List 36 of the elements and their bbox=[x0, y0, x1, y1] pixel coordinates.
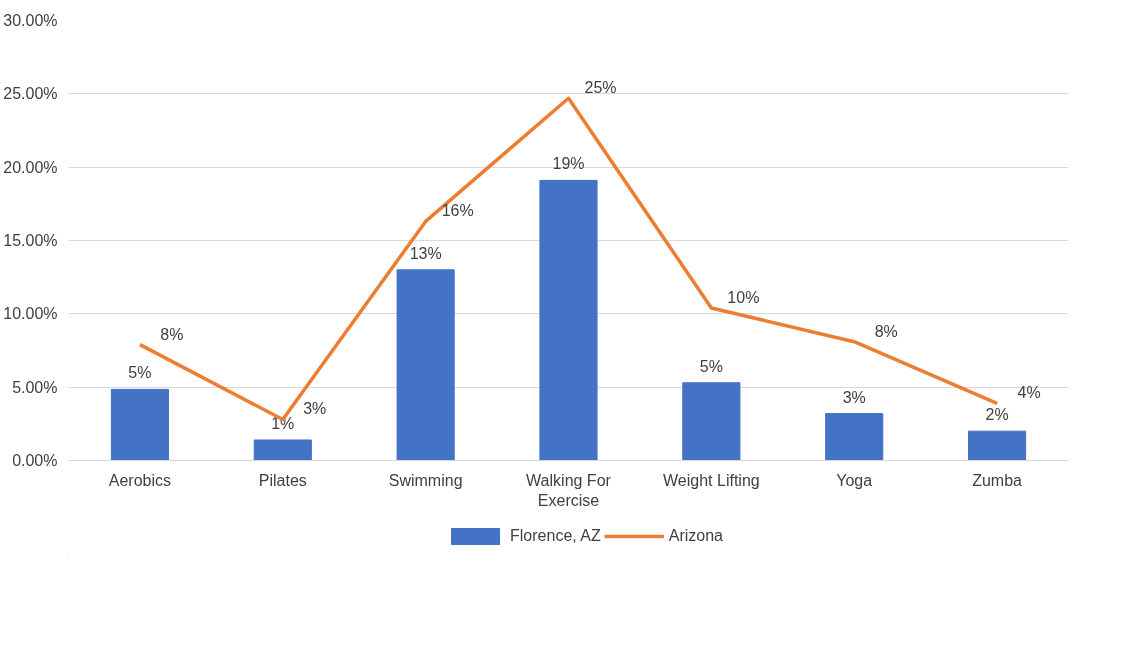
data-label: 2% bbox=[985, 406, 1009, 424]
data-label: 3% bbox=[303, 400, 327, 418]
y-tick-label: 30.00% bbox=[3, 12, 58, 29]
x-tick-label: Pilates bbox=[258, 471, 307, 489]
data-label: 8% bbox=[160, 325, 184, 343]
x-tick-label: Weight Lifting bbox=[663, 471, 760, 489]
y-tick-label: 20.00% bbox=[3, 158, 58, 176]
bar bbox=[825, 413, 884, 461]
data-label: 13% bbox=[409, 244, 442, 262]
y-tick-label: 15.00% bbox=[3, 232, 58, 249]
legend-label: Arizona bbox=[668, 527, 723, 545]
x-tick-label: Yoga bbox=[836, 471, 873, 489]
x-tick-label: Zumba bbox=[972, 471, 1023, 489]
data-label: 10% bbox=[727, 288, 760, 306]
data-label: 19% bbox=[552, 155, 585, 173]
x-tick-label: Aerobics bbox=[108, 471, 172, 489]
data-label: 8% bbox=[874, 322, 898, 340]
x-tick-label: Swimming bbox=[388, 471, 463, 489]
data-label: 25% bbox=[584, 79, 617, 97]
y-tick-label: 25.00% bbox=[3, 85, 58, 103]
data-label: 5% bbox=[128, 364, 152, 382]
bar bbox=[253, 439, 312, 461]
data-label: 16% bbox=[441, 202, 474, 220]
bar bbox=[968, 430, 1027, 461]
bar bbox=[539, 179, 598, 461]
y-tick-label: 5.00% bbox=[12, 378, 58, 396]
data-label: 3% bbox=[842, 388, 866, 406]
bar bbox=[396, 269, 455, 461]
data-label: 5% bbox=[699, 357, 723, 375]
data-label: 4% bbox=[1017, 384, 1041, 402]
bar bbox=[110, 388, 169, 461]
legend-label: Florence, AZ bbox=[510, 527, 601, 545]
bar bbox=[682, 382, 741, 461]
x-tick-label: Walking For Exercise bbox=[526, 471, 612, 509]
y-tick-label: 0.00% bbox=[12, 452, 58, 469]
y-tick-label: 10.00% bbox=[3, 305, 58, 323]
